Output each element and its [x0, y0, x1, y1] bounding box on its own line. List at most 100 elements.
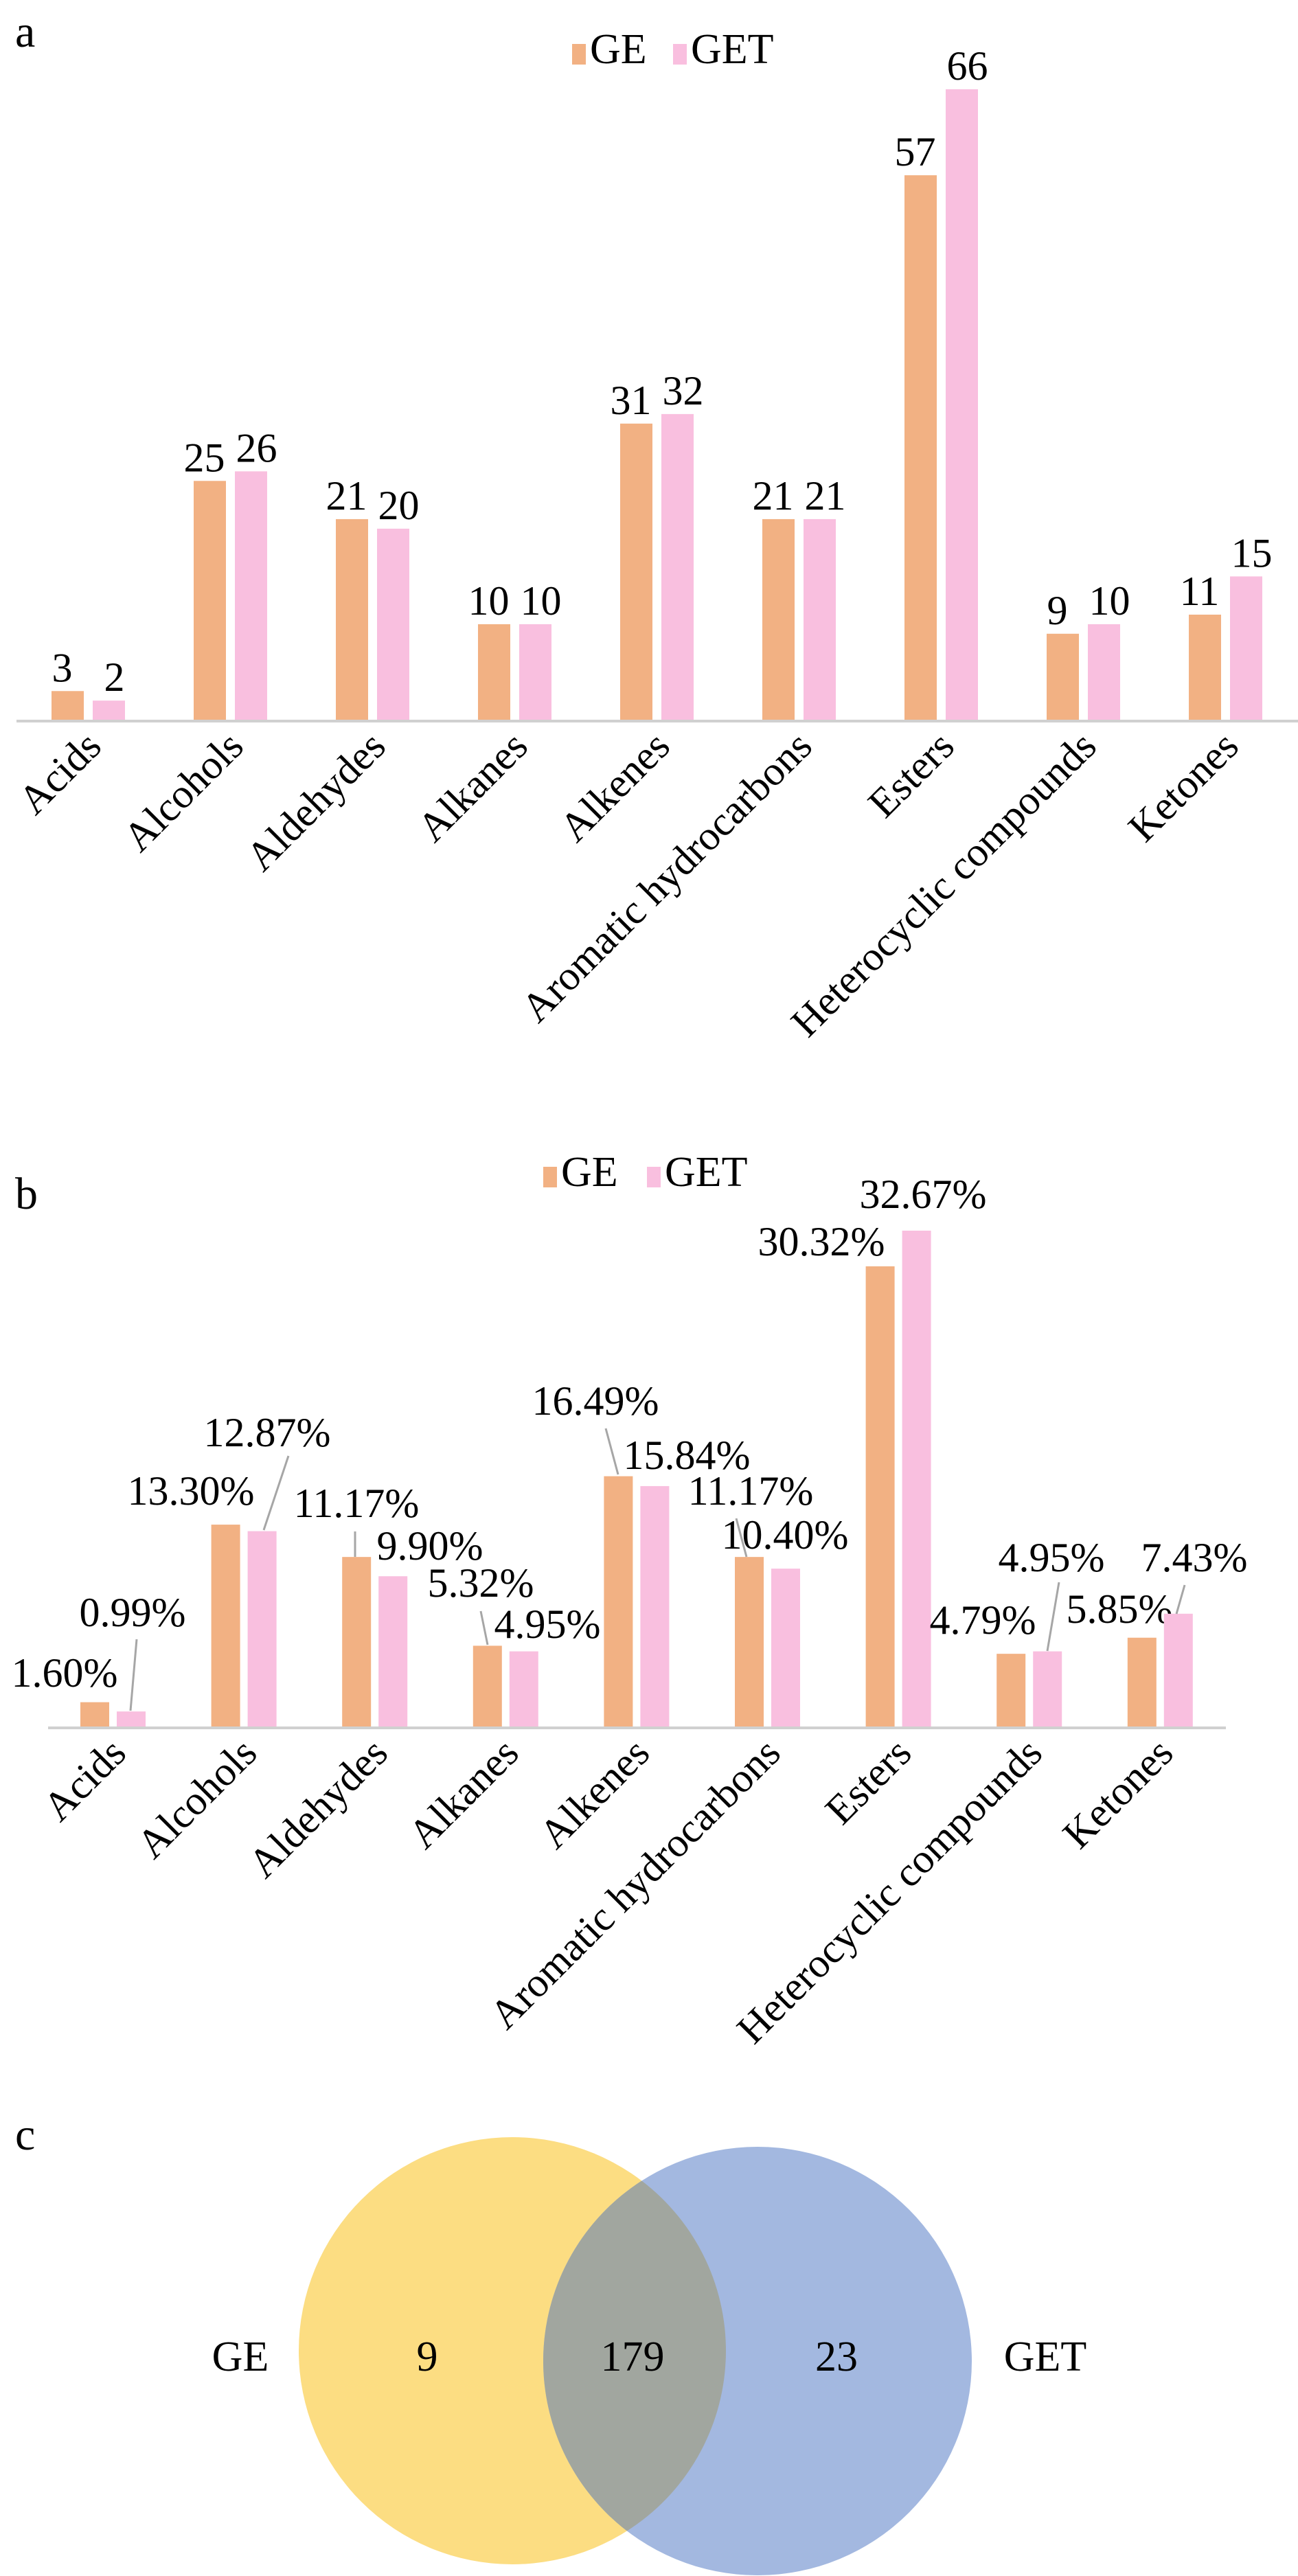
- category-label: Esters: [817, 1730, 920, 1833]
- bar-GE-esters: [865, 1266, 895, 1726]
- category-label: Alcohols: [115, 723, 252, 860]
- bar-GE-acids: [80, 1702, 109, 1726]
- data-label-GET: 2: [104, 654, 125, 700]
- venn-count-GET-only: 23: [815, 2334, 858, 2380]
- legend-swatch-GET: [673, 44, 687, 65]
- bar-GE-heterocyclic-compounds: [1047, 633, 1079, 720]
- data-label-GE: 30.32%: [758, 1219, 885, 1264]
- panel-label-a: a: [15, 7, 35, 57]
- data-label-GET: 10: [521, 578, 562, 624]
- bar-GE-alcohols: [211, 1525, 240, 1726]
- venn-count-GE-only: 9: [417, 2334, 438, 2380]
- bar-GE-alkenes: [620, 423, 652, 720]
- bar-GET-alkanes: [519, 624, 551, 720]
- data-label-GET: 32: [663, 368, 704, 413]
- leader-line: [735, 1518, 748, 1558]
- data-label-GET: 4.95%: [494, 1602, 601, 1647]
- data-label-GET: 7.43%: [1141, 1535, 1248, 1580]
- data-label-GE: 11: [1180, 569, 1220, 614]
- data-label-GE: 3: [52, 645, 73, 690]
- data-label-GE: 57: [895, 129, 936, 174]
- data-label-GET: 4.95%: [999, 1535, 1105, 1580]
- data-label-GET: 10.40%: [722, 1512, 849, 1558]
- data-label-GET: 10: [1089, 578, 1130, 624]
- bar-GET-ketones: [1230, 576, 1262, 720]
- data-label-GE: 13.30%: [128, 1468, 255, 1514]
- data-label-GE: 5.85%: [1067, 1586, 1173, 1632]
- panel-label-c: c: [15, 2110, 35, 2160]
- category-label: Acids: [34, 1730, 135, 1830]
- data-label-GET: 9.90%: [377, 1523, 483, 1569]
- bar-GE-alcohols: [194, 481, 226, 720]
- bar-GET-aldehydes: [378, 1576, 408, 1726]
- data-label-GET: 15: [1231, 530, 1273, 575]
- data-label-GE: 21: [753, 473, 794, 518]
- leader-line: [1175, 1584, 1186, 1615]
- venn-overlap: [543, 2180, 726, 2531]
- bar-GET-esters: [946, 89, 978, 720]
- data-label-GET: 66: [947, 43, 988, 89]
- bar-GE-aromatic-hydrocarbons: [762, 518, 795, 720]
- legend-swatch-GE: [543, 1167, 557, 1187]
- bar-GET-ketones: [1163, 1613, 1193, 1726]
- category-label: Alkenes: [551, 723, 679, 851]
- leader-line: [129, 1639, 138, 1711]
- data-label-GE: 4.79%: [930, 1597, 1036, 1643]
- category-label: Aldehydes: [240, 1730, 396, 1887]
- category-label: Alkanes: [400, 1730, 527, 1858]
- data-label-GET: 26: [236, 425, 277, 470]
- data-label-GE: 1.60%: [12, 1650, 118, 1696]
- bar-GET-esters: [902, 1231, 931, 1726]
- data-label-GET: 21: [805, 473, 846, 518]
- bar-GE-alkenes: [604, 1476, 633, 1726]
- bar-GE-alkanes: [472, 1645, 502, 1726]
- data-label-GET: 12.87%: [204, 1410, 331, 1455]
- category-label: Aldehydes: [238, 723, 394, 880]
- legend-label-GET: GET: [691, 26, 774, 73]
- bar-GET-alkenes: [661, 413, 694, 720]
- bar-GET-alkenes: [640, 1485, 670, 1726]
- data-label-GE: 11.17%: [294, 1481, 420, 1526]
- data-label-GET: 0.99%: [80, 1590, 186, 1635]
- venn-count-shared: 179: [601, 2334, 665, 2380]
- data-label-GE: 9: [1047, 588, 1068, 633]
- data-label-GET: 32.67%: [860, 1172, 987, 1217]
- data-label-GE: 31: [611, 378, 652, 423]
- category-label: Esters: [859, 723, 962, 826]
- bar-GET-heterocyclic-compounds: [1088, 624, 1120, 720]
- category-label: Ketones: [1119, 723, 1247, 851]
- legend-label-GE: GE: [561, 1149, 618, 1196]
- bar-GE-alkanes: [478, 624, 510, 720]
- legend-label-GET: GET: [665, 1149, 748, 1196]
- data-label-GE: 5.32%: [428, 1560, 534, 1606]
- bar-GE-heterocyclic-compounds: [997, 1654, 1026, 1726]
- legend-swatch-GET: [647, 1167, 661, 1187]
- category-label: Alkanes: [409, 723, 536, 851]
- bar-GET-aromatic-hydrocarbons: [771, 1569, 800, 1726]
- bar-GET-acids: [117, 1711, 146, 1726]
- venn-label-GET: GET: [1004, 2334, 1087, 2380]
- data-label-GE: 11.17%: [688, 1468, 814, 1514]
- bar-GE-aldehydes: [336, 518, 368, 720]
- bar-GE-aromatic-hydrocarbons: [735, 1557, 764, 1726]
- bar-GE-ketones: [1189, 615, 1221, 720]
- bar-GET-alcohols: [235, 471, 267, 720]
- category-label: Acids: [10, 723, 110, 823]
- data-label-GE: 25: [184, 435, 225, 480]
- data-label-GE: 10: [468, 578, 510, 624]
- leader-line: [262, 1455, 290, 1531]
- bar-GE-aldehydes: [342, 1557, 372, 1726]
- bar-GE-acids: [52, 691, 84, 720]
- data-label-GE: 16.49%: [532, 1378, 659, 1424]
- data-label-GET: 15.84%: [624, 1433, 751, 1478]
- venn-label-GE: GE: [212, 2334, 269, 2380]
- bar-GET-acids: [93, 700, 125, 720]
- category-label: Ketones: [1054, 1730, 1182, 1858]
- data-label-GET: 20: [378, 483, 420, 528]
- bar-GET-alcohols: [247, 1531, 277, 1726]
- bar-GET-alkanes: [509, 1651, 538, 1726]
- venn-diagram: GE 9 179 23 GET: [212, 2137, 1087, 2575]
- bar-GE-esters: [904, 175, 937, 720]
